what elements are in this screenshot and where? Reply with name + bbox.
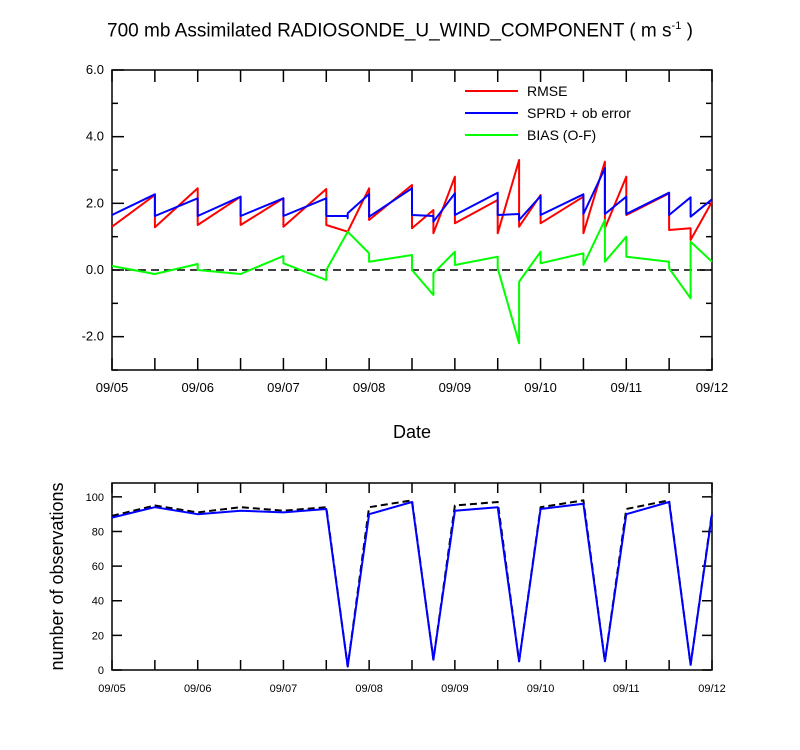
y-tick-label: 4.0 <box>86 129 104 144</box>
x-tick-label: 09/11 <box>613 683 640 695</box>
x-tick-label: 09/12 <box>696 380 729 395</box>
x-tick-label: 09/05 <box>96 380 129 395</box>
chart-title-superscript: -1 <box>671 20 682 32</box>
y-tick-label: 20 <box>92 630 104 642</box>
x-tick-label: 09/07 <box>267 380 300 395</box>
y-tick-label: 60 <box>92 561 104 573</box>
legend-label: BIAS (O-F) <box>527 127 596 143</box>
x-tick-label: 09/08 <box>355 683 383 695</box>
y-tick-label: 40 <box>92 596 104 608</box>
y-tick-label: 2.0 <box>86 195 104 210</box>
y-axis-title: number of observations <box>47 482 67 670</box>
x-tick-label: 09/10 <box>527 683 555 695</box>
y-tick-label: -2.0 <box>82 329 104 344</box>
legend-label: RMSE <box>527 83 567 99</box>
series-line-sprd-ob-error <box>111 167 713 223</box>
y-tick-label: 100 <box>86 492 104 504</box>
x-tick-label: 09/09 <box>441 683 469 695</box>
series-line-bias-o-f <box>111 219 713 345</box>
y-tick-label: 0 <box>98 665 104 677</box>
top-panel: 09/05 09/06 09/07 09/08 09/09 09/10 09/11 09/12… <box>82 62 729 442</box>
x-tick-label: 09/09 <box>439 380 472 395</box>
chart-title: 700 mb Assimilated RADIOSONDE_U_WIND_COM… <box>0 20 800 42</box>
y-tick-label: 6.0 <box>86 62 104 77</box>
legend-label: SPRD + ob error <box>527 105 631 121</box>
chart-title-suffix: ) <box>681 20 693 42</box>
x-tick-label: 09/07 <box>270 683 298 695</box>
x-tick-label: 09/11 <box>610 380 642 395</box>
series-line-solid <box>111 501 713 668</box>
y-tick-label: 80 <box>92 526 104 538</box>
y-tick-label: 0.0 <box>86 262 104 277</box>
series-line-rmse <box>111 159 713 241</box>
x-axis-title: Date <box>393 422 431 442</box>
x-tick-label: 09/08 <box>353 380 386 395</box>
x-tick-label: 09/06 <box>181 380 214 395</box>
series-line-dashed <box>111 499 713 668</box>
x-tick-label: 09/06 <box>184 683 212 695</box>
chart-title-text: 700 mb Assimilated RADIOSONDE_U_WIND_COM… <box>107 20 672 42</box>
x-tick-label: 09/12 <box>698 683 726 695</box>
x-tick-label: 09/10 <box>524 380 557 395</box>
bottom-panel: 09/05 09/06 09/07 09/08 09/09 09/10 09/11 09/12… <box>47 482 726 695</box>
x-tick-label: 09/05 <box>98 683 126 695</box>
